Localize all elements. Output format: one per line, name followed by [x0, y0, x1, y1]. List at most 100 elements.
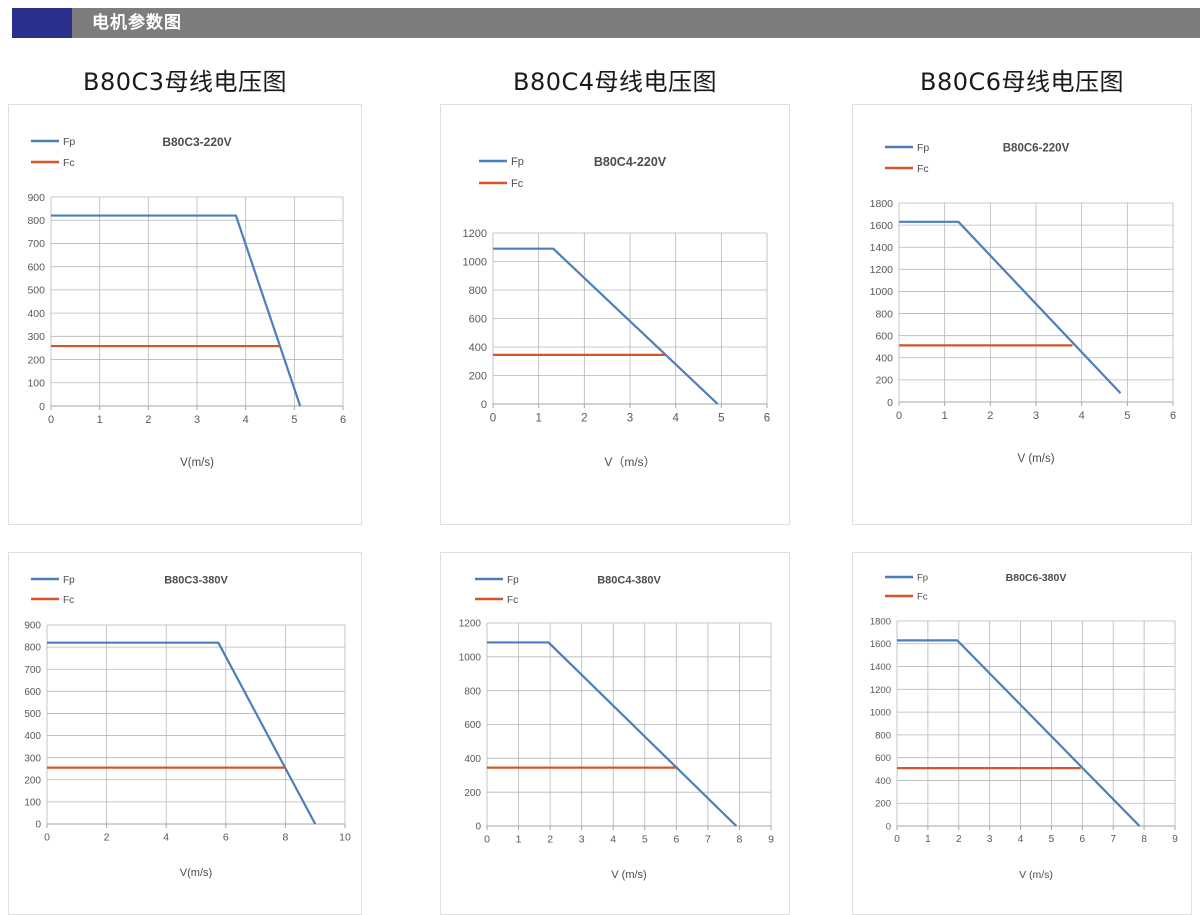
svg-text:B80C4-220V: B80C4-220V: [594, 155, 667, 169]
chart-grid: B80C3母线电压图 0 100 200 300 400 500 600 700 800 900 0…: [0, 46, 1200, 915]
svg-text:300: 300: [24, 753, 41, 764]
svg-text:4: 4: [243, 414, 249, 426]
svg-text:900: 900: [24, 621, 41, 632]
svg-text:8: 8: [737, 834, 743, 846]
svg-text:5: 5: [642, 834, 648, 846]
svg-text:9: 9: [768, 834, 774, 846]
svg-text:Fc: Fc: [917, 592, 928, 603]
svg-text:2: 2: [581, 413, 587, 425]
svg-text:B80C6-220V: B80C6-220V: [1003, 143, 1070, 155]
svg-text:1800: 1800: [870, 198, 894, 210]
svg-text:B80C3-380V: B80C3-380V: [164, 574, 228, 586]
svg-text:500: 500: [24, 709, 41, 720]
svg-text:2: 2: [104, 832, 110, 844]
svg-text:2: 2: [987, 410, 993, 422]
svg-text:1000: 1000: [459, 652, 482, 663]
svg-text:8: 8: [1141, 834, 1147, 845]
svg-text:0: 0: [44, 832, 50, 844]
chart-svg-b80c6-220v: 0 200 400 600 800 1000 1200 1400 1600 1800 0 1 2 3 4 5 6…: [870, 142, 1176, 465]
svg-text:2: 2: [547, 834, 553, 846]
chart-panel-b80c3-220v[interactable]: 0 100 200 300 400 500 600 700 800 900 0 1 2 3 4 5 6 Fp Fc B…: [8, 104, 362, 525]
page-title: 电机参数图: [92, 13, 182, 33]
svg-text:7: 7: [705, 834, 711, 846]
svg-text:0: 0: [48, 414, 54, 426]
svg-text:1200: 1200: [870, 685, 891, 696]
svg-text:8: 8: [282, 832, 288, 844]
svg-text:0: 0: [484, 834, 490, 846]
chart-heading-b80c4: B80C4母线电压图: [512, 68, 718, 96]
svg-text:400: 400: [469, 342, 487, 354]
svg-text:1200: 1200: [459, 619, 482, 630]
svg-text:800: 800: [27, 215, 45, 227]
svg-text:700: 700: [27, 238, 45, 250]
svg-text:200: 200: [875, 799, 891, 810]
svg-text:Fc: Fc: [507, 595, 518, 606]
svg-text:6: 6: [340, 414, 346, 426]
chart-svg-b80c6-380v: 0 200 400 600 800 1000 1200 1400 1600 1800 0 1 2 3 4 5 6…: [870, 572, 1178, 881]
svg-text:V(m/s): V(m/s): [180, 867, 212, 879]
svg-text:0: 0: [490, 413, 496, 425]
chart-cell-b80c4-220v: B80C4母线电压图 0 200 400 600 800 1000 1200 0 1 2 3 4 5 6 F…: [440, 46, 790, 525]
svg-text:6: 6: [1080, 834, 1086, 845]
svg-text:4: 4: [1079, 410, 1085, 422]
svg-text:5: 5: [718, 413, 724, 425]
svg-text:0: 0: [896, 410, 902, 422]
svg-text:600: 600: [875, 330, 893, 342]
svg-text:9: 9: [1172, 834, 1178, 845]
svg-text:100: 100: [24, 797, 41, 808]
svg-text:4: 4: [672, 413, 679, 425]
header-bar: [12, 8, 1200, 38]
svg-text:7: 7: [1110, 834, 1116, 845]
svg-text:0: 0: [39, 401, 45, 413]
svg-text:B80C6-380V: B80C6-380V: [1006, 572, 1067, 584]
svg-text:0: 0: [35, 820, 41, 831]
svg-text:200: 200: [464, 788, 481, 799]
svg-text:400: 400: [27, 308, 45, 320]
chart-panel-b80c4-380v[interactable]: 0 200 400 600 800 1000 1200 0 1 2 3 4 5 6 7 8 9 Fp Fc B80C4…: [440, 552, 790, 915]
svg-text:Fc: Fc: [917, 163, 929, 175]
svg-text:0: 0: [887, 397, 893, 409]
svg-text:1000: 1000: [463, 256, 487, 268]
svg-text:Fc: Fc: [63, 595, 74, 606]
chart-panel-b80c6-220v[interactable]: 0 200 400 600 800 1000 1200 1400 1600 1800 0 1 2 3 4 5 6…: [852, 104, 1192, 525]
svg-text:200: 200: [875, 375, 893, 387]
svg-text:1400: 1400: [870, 242, 894, 254]
svg-text:Fp: Fp: [63, 575, 75, 586]
svg-text:1: 1: [942, 410, 948, 422]
svg-text:Fp: Fp: [63, 136, 75, 148]
chart-cell-b80c3-220v: B80C3母线电压图 0 100 200 300 400 500 600 700 800 900 0…: [8, 46, 362, 525]
svg-text:0: 0: [886, 821, 891, 832]
svg-text:3: 3: [627, 413, 633, 425]
svg-text:V (m/s): V (m/s): [1017, 453, 1054, 465]
svg-text:3: 3: [579, 834, 585, 846]
svg-text:1600: 1600: [870, 639, 891, 650]
svg-text:600: 600: [24, 687, 41, 698]
svg-text:600: 600: [464, 720, 481, 731]
svg-text:1: 1: [925, 834, 931, 845]
chart-svg-b80c4-380v: 0 200 400 600 800 1000 1200 0 1 2 3 4 5 6 7 8 9 Fp Fc B80C4…: [459, 574, 774, 881]
chart-panel-b80c6-380v[interactable]: 0 200 400 600 800 1000 1200 1400 1600 1800 0 1 2 3 4 5 6…: [852, 552, 1192, 915]
svg-text:4: 4: [1018, 834, 1024, 845]
chart-panel-b80c3-380v[interactable]: 0 100 200 300 400 500 600 700 800 900 0 2 4 6 8 10 Fp Fc B…: [8, 552, 362, 915]
svg-text:800: 800: [875, 308, 893, 320]
svg-text:1200: 1200: [870, 264, 894, 276]
svg-text:Fp: Fp: [917, 573, 928, 584]
svg-text:400: 400: [24, 731, 41, 742]
svg-text:600: 600: [27, 261, 45, 273]
svg-text:700: 700: [24, 665, 41, 676]
svg-text:300: 300: [27, 331, 45, 343]
svg-text:V(m/s): V(m/s): [180, 457, 214, 469]
svg-text:200: 200: [469, 370, 487, 382]
svg-text:V（m/s）: V（m/s）: [604, 455, 655, 469]
chart-panel-b80c4-220v[interactable]: 0 200 400 600 800 1000 1200 0 1 2 3 4 5 6 Fp Fc B80C4-22…: [440, 104, 790, 525]
svg-text:1: 1: [535, 413, 541, 425]
chart-svg-b80c4-220v: 0 200 400 600 800 1000 1200 0 1 2 3 4 5 6 Fp Fc B80C4-22…: [463, 155, 771, 469]
svg-text:Fp: Fp: [507, 575, 519, 586]
svg-text:600: 600: [875, 753, 891, 764]
svg-text:1400: 1400: [870, 662, 891, 673]
chart-heading-b80c6: B80C6母线电压图: [919, 68, 1125, 96]
svg-text:5: 5: [1124, 410, 1130, 422]
svg-text:800: 800: [24, 643, 41, 654]
svg-text:800: 800: [469, 285, 487, 297]
svg-text:200: 200: [24, 775, 41, 786]
